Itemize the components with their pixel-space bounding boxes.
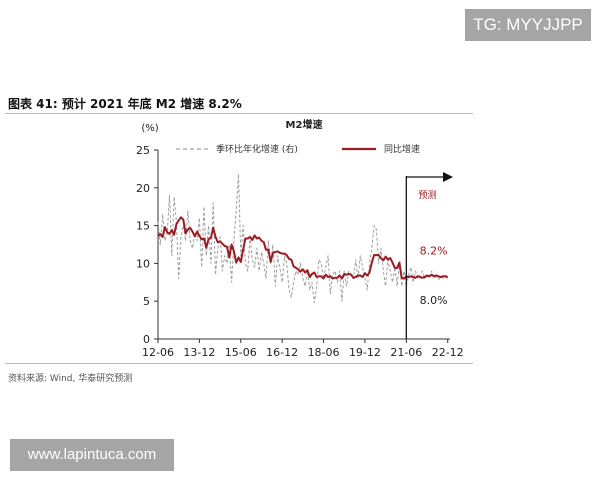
legend-label-yoy: 同比增速: [384, 143, 420, 155]
y-tick-label: 5: [143, 295, 150, 308]
source-note: 资料来源: Wind, 华泰研究预测: [8, 374, 133, 384]
y-tick-label: 0: [143, 333, 150, 346]
x-tick-label: 13-12: [183, 346, 215, 359]
chart-title: M2增速: [286, 118, 323, 131]
x-tick-label: 21-06: [390, 346, 422, 359]
chart-marks: 预测 8.2% 8.0%: [157, 172, 453, 339]
forecast-arrow-head: [443, 172, 453, 182]
y-axis-label: (%): [141, 123, 158, 134]
y-tick-label: 20: [136, 182, 150, 195]
x-tick-label: 15-06: [225, 346, 257, 359]
x-tick-label: 12-06: [142, 346, 174, 359]
x-tick-label: 19-12: [349, 346, 381, 359]
figure-title: 图表 41: 预计 2021 年底 M2 增速 8.2%: [8, 97, 242, 111]
x-tick-label: 18-06: [308, 346, 340, 359]
forecast-label: 预测: [418, 190, 436, 201]
x-tick-label: 22-12: [432, 346, 464, 359]
website-watermark: www.lapintuca.com: [10, 439, 174, 471]
x-tick-label: 16-12: [266, 346, 298, 359]
title-divider: [5, 113, 473, 114]
channel-tag: TG: MYYJJPP: [465, 9, 591, 41]
chart-axes: 0 5 10 15 20 25 (%) 12-06 13-12 15-06 16-12 18-06 19…: [136, 118, 464, 359]
series-line-yoy: [157, 216, 448, 280]
legend-label-qoq: 季环比年化增速 (右): [216, 143, 298, 155]
y-tick-label: 15: [136, 220, 150, 233]
annotation-qoq-2021: 8.0%: [420, 294, 448, 307]
y-tick-label: 10: [136, 257, 150, 270]
source-divider: [5, 363, 473, 364]
annotation-yoy-2021: 8.2%: [420, 244, 448, 257]
y-tick-label: 25: [136, 144, 150, 157]
